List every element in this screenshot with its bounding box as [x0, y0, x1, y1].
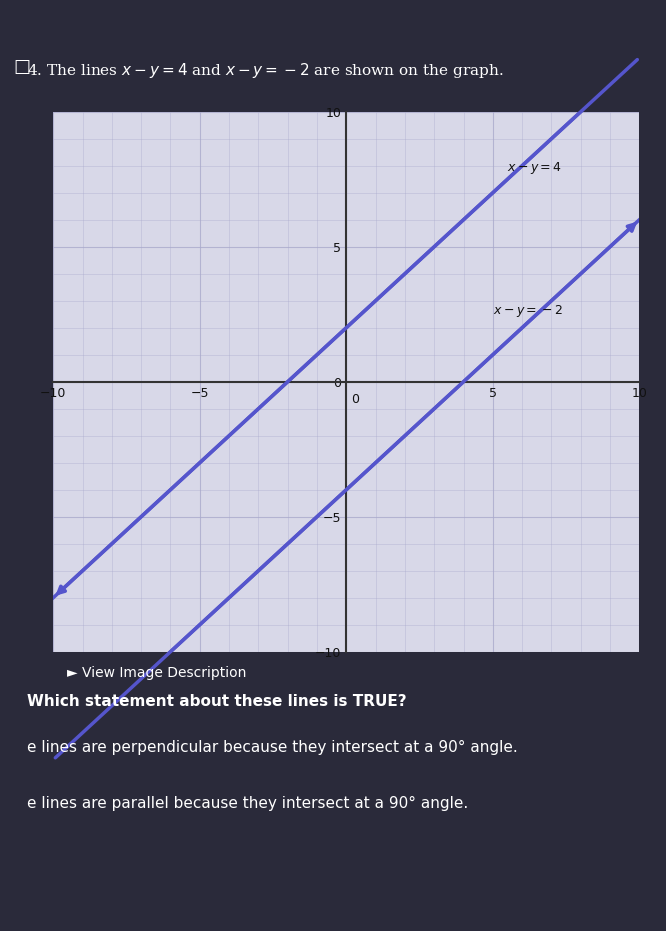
Text: 0: 0: [351, 393, 359, 406]
Text: □: □: [13, 58, 31, 75]
Text: ► View Image Description: ► View Image Description: [67, 666, 246, 680]
Text: $x - y = 4$: $x - y = 4$: [507, 160, 563, 176]
Text: $x - y = -2$: $x - y = -2$: [493, 304, 563, 319]
Text: Which statement about these lines is TRUE?: Which statement about these lines is TRU…: [27, 694, 406, 708]
Text: e lines are parallel because they intersect at a 90° angle.: e lines are parallel because they inters…: [27, 796, 468, 811]
Text: e lines are perpendicular because they intersect at a 90° angle.: e lines are perpendicular because they i…: [27, 740, 517, 755]
Text: 4. The lines $x - y = 4$ and $x - y = -2$ are shown on the graph.: 4. The lines $x - y = 4$ and $x - y = -2…: [27, 61, 503, 79]
